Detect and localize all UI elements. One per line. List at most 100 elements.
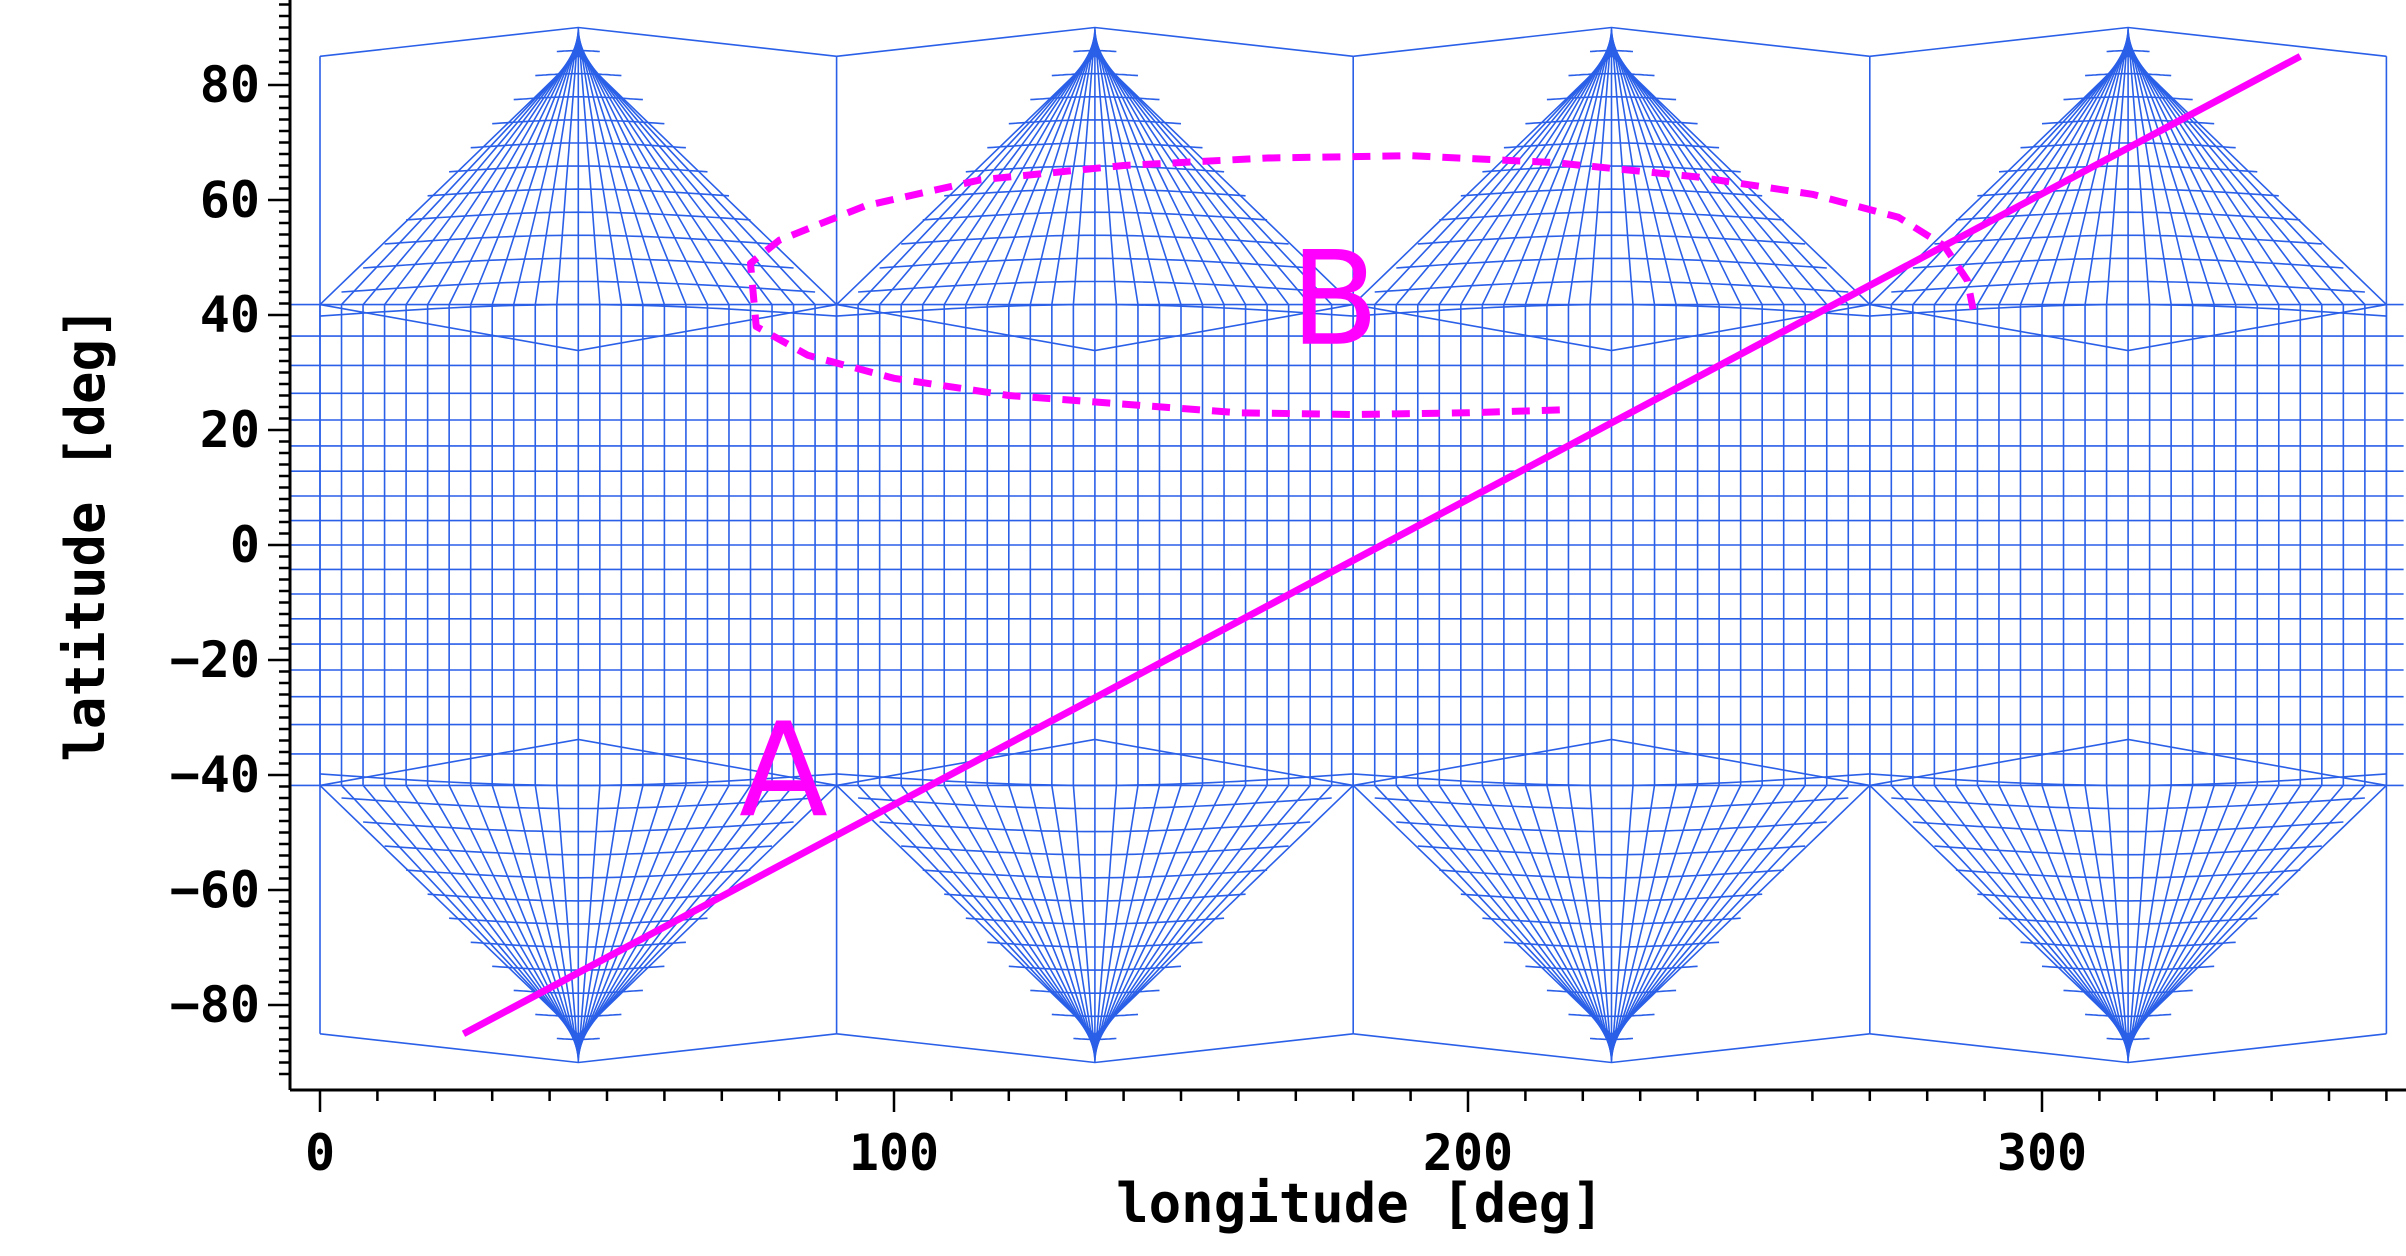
mesh-line [2127, 31, 2172, 305]
mesh-line [319, 1033, 837, 1064]
mesh-line [986, 38, 1096, 305]
mesh-line [319, 303, 837, 352]
mesh-line [1094, 785, 1139, 1059]
mesh-line [405, 784, 579, 1045]
mesh-line [1094, 784, 1247, 1047]
mesh-line [1869, 784, 2129, 1036]
mesh-line [857, 784, 1096, 1038]
y-tick-label: −60 [170, 861, 260, 919]
mesh-line [1524, 36, 1613, 305]
mesh-line [1610, 784, 1849, 1038]
mesh-line [2127, 784, 2345, 1040]
mesh-line [577, 785, 601, 1061]
mesh-line [1890, 784, 2129, 1038]
mesh-line [1912, 784, 2129, 1040]
mesh-line [426, 43, 579, 306]
annotation-b: B [1290, 223, 1379, 375]
mesh-line [1503, 38, 1613, 305]
mesh-line [1610, 52, 1849, 306]
mesh-line [2084, 785, 2129, 1059]
mesh-line [1094, 785, 1225, 1049]
mesh-line [1353, 1033, 1870, 1064]
mesh-line [2041, 785, 2129, 1054]
mesh-line [448, 785, 580, 1049]
mesh-line [1094, 784, 1311, 1040]
mesh-line [2105, 29, 2129, 305]
mesh-line [1094, 43, 1247, 306]
y-tick-label: 40 [200, 286, 260, 344]
mesh-line [878, 50, 1096, 306]
mesh-line [362, 784, 579, 1040]
mesh-line [2127, 785, 2237, 1052]
mesh-line [836, 26, 1354, 58]
mesh-line [577, 785, 644, 1056]
mesh-line [1094, 54, 1354, 306]
mesh-line [1094, 34, 1161, 305]
y-axis-title: latitude [deg] [54, 306, 117, 761]
mesh-line [577, 34, 644, 305]
mesh-line [1438, 784, 1613, 1045]
mesh-line [340, 784, 579, 1038]
mesh-line [1567, 785, 1613, 1059]
mesh-line [383, 47, 579, 306]
mesh-line [1094, 50, 1311, 306]
mesh-line [2127, 45, 2301, 306]
mesh-line [900, 784, 1096, 1043]
mesh-line [2127, 784, 2280, 1047]
mesh-line [577, 43, 730, 306]
mesh-line [1438, 45, 1613, 306]
mesh-line [986, 785, 1096, 1052]
mesh-line [1890, 52, 2129, 306]
mesh-line [836, 738, 1354, 787]
mesh-line [2127, 36, 2215, 305]
mesh-line [2127, 784, 2323, 1043]
mesh-line [577, 41, 709, 305]
mesh-line [1094, 36, 1182, 305]
mesh-line [2127, 43, 2280, 306]
mesh-line [836, 784, 1096, 1036]
mesh-line [1094, 784, 1354, 1036]
mesh-line [383, 784, 579, 1043]
mesh-line [1610, 34, 1677, 305]
mesh-line [1869, 303, 2387, 352]
mesh-line [1610, 784, 1785, 1045]
mesh-line [1610, 785, 1699, 1054]
mesh-line [922, 784, 1096, 1045]
y-tick-label: −40 [170, 746, 260, 804]
mesh-line [1912, 50, 2129, 306]
mesh-line [577, 784, 730, 1047]
mesh-line [2127, 52, 2366, 306]
mesh-line [577, 785, 623, 1059]
mesh-line [965, 785, 1096, 1049]
mesh-line [577, 785, 709, 1049]
mesh-line [1353, 26, 1870, 58]
mesh-line [2127, 54, 2387, 306]
mesh-line [1481, 785, 1613, 1049]
annotation-a: A [739, 694, 828, 846]
mesh-line [577, 784, 838, 1036]
mesh-line [340, 52, 579, 306]
mesh-line [1869, 1033, 2387, 1064]
mesh-line [448, 41, 580, 305]
mesh-line [836, 1033, 1354, 1064]
mesh-line [491, 36, 580, 305]
mesh-line [1610, 785, 1720, 1052]
mesh-line [577, 38, 687, 305]
x-tick-label: 300 [1997, 1124, 2087, 1182]
mesh-line [469, 38, 580, 305]
mesh-line [1051, 785, 1096, 1059]
series-b-line [747, 152, 1977, 418]
y-tick-label: 20 [200, 401, 260, 459]
mesh-line [1395, 784, 1613, 1040]
mesh-line [512, 785, 580, 1056]
mesh-line [1029, 785, 1096, 1056]
mesh-line [319, 26, 837, 58]
mesh-line [1546, 785, 1613, 1056]
mesh-line [2062, 785, 2129, 1056]
mesh-line [1094, 29, 1118, 305]
mesh-line [2127, 785, 2172, 1059]
y-tick-label: 80 [200, 56, 260, 114]
mesh-line [512, 34, 580, 305]
mesh-line [319, 738, 837, 787]
